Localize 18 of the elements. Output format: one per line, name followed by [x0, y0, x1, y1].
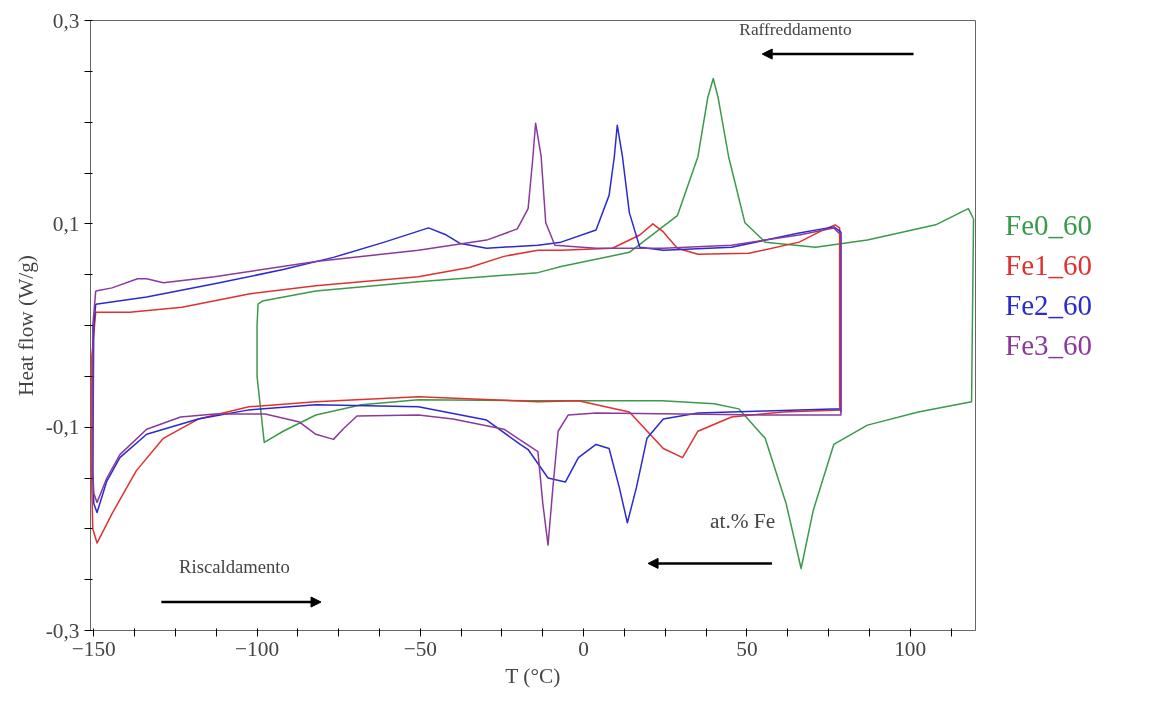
x-tick-label: 100 [894, 636, 927, 661]
x-tick-label: −50 [403, 636, 438, 661]
y-tick-label: 0,3 [52, 8, 80, 33]
x-tick-label: −100 [235, 636, 280, 661]
y-tick-label: -0,1 [45, 415, 80, 440]
annotation: Raffreddamento [739, 19, 852, 39]
text: Fe1_60 [1005, 248, 1092, 283]
annotation: Riscaldamento [179, 555, 290, 577]
x-tick-label: 0 [578, 636, 589, 661]
text: Fe2_60 [1005, 288, 1092, 323]
text: Fe3_60 [1005, 328, 1092, 363]
y-tick-label: -0,3 [45, 618, 80, 643]
y-axis-title: Heat flow (W/g) [13, 255, 38, 396]
y-tick-label: 0,1 [52, 211, 80, 236]
x-tick-label: 50 [736, 636, 758, 661]
series-label: Fe0_60 [1005, 208, 1092, 243]
annotation: at.% Fe [710, 508, 776, 533]
x-axis-title: T (°C) [505, 663, 561, 688]
